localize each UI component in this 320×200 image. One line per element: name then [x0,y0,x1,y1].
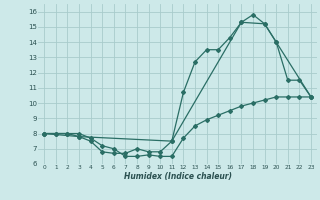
X-axis label: Humidex (Indice chaleur): Humidex (Indice chaleur) [124,172,232,181]
